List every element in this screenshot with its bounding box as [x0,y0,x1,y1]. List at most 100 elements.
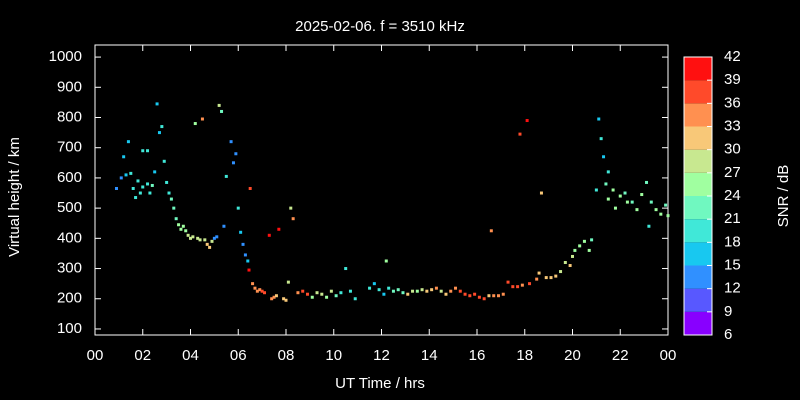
data-point [315,291,319,295]
colorbar-band [684,196,712,220]
y-tick-label: 200 [57,290,82,307]
data-point [150,183,154,187]
data-point [274,294,278,298]
data-point [329,289,333,293]
colorbar-tick-label: 36 [724,94,741,111]
data-point [549,276,553,280]
data-point [255,289,259,293]
data-point [582,239,586,243]
data-point [246,259,250,263]
data-point [270,297,274,301]
data-point [635,208,639,212]
data-point [229,140,233,144]
data-point [604,182,608,186]
data-point [571,254,574,258]
data-point [208,245,212,249]
data-point [659,212,663,216]
data-point [578,244,582,248]
data-point [613,206,617,210]
colorbar-band [684,172,712,196]
data-point [339,291,343,295]
data-point [157,131,161,135]
colorbar-tick-label: 12 [724,280,741,297]
y-tick-label: 900 [57,78,82,95]
data-point [537,271,541,275]
data-point [384,259,388,263]
data-point [391,289,395,293]
data-point [501,292,505,296]
x-tick-label: 10 [325,347,342,364]
data-point [160,125,164,129]
data-point [174,217,178,221]
data-point [167,191,171,195]
colorbar-tick-label: 33 [724,117,741,134]
data-point [114,186,118,190]
data-point [506,280,510,284]
colorbar-tick-label: 18 [724,233,741,250]
data-point [131,186,135,190]
data-point [184,229,188,233]
data-point [247,268,251,272]
data-point [310,295,314,299]
colorbar-band [684,311,712,335]
data-point [222,224,226,228]
data-point [205,242,209,246]
data-point [291,217,295,221]
colorbar-band [684,103,712,127]
data-point [217,103,221,107]
data-point [618,194,622,198]
data-point [568,264,572,268]
data-point [296,291,300,295]
data-point [573,248,577,252]
data-point [198,238,202,242]
data-point [189,236,192,240]
data-point [251,282,255,286]
colorbar-band [684,126,712,150]
data-point [146,149,150,153]
data-point [177,223,181,227]
data-point [348,289,352,293]
data-point [284,298,288,302]
data-point [516,285,520,289]
data-point [539,191,543,195]
data-point [239,230,243,234]
data-point [666,214,670,218]
data-point [449,289,453,293]
colorbar-label: SNR / dB [775,165,792,228]
data-point [454,286,458,290]
x-tick-label: 02 [134,347,151,364]
data-point [236,206,240,210]
data-point [215,235,219,239]
data-point [594,188,598,192]
data-point [520,283,524,287]
data-point [511,285,515,289]
data-point [126,140,130,144]
data-point [611,188,615,192]
data-point [344,267,348,271]
data-point [129,171,133,175]
data-point [496,294,500,298]
colorbar-tick-label: 6 [724,326,732,343]
x-tick-label: 06 [230,347,247,364]
colorbar-band [684,80,712,104]
data-point [602,155,606,159]
data-point [320,292,324,296]
data-point [554,274,558,278]
data-point [248,186,252,190]
data-point [119,176,123,180]
data-point [597,117,601,121]
x-axis-label: UT Time / hrs [335,375,425,392]
y-tick-label: 400 [57,229,82,246]
data-point [382,292,386,296]
data-point [210,239,214,243]
x-tick-label: 00 [660,347,677,364]
data-point [458,289,462,293]
y-tick-label: 300 [57,260,82,277]
data-point [606,197,610,201]
data-point [439,289,443,293]
data-point [231,161,235,165]
data-point [559,270,563,274]
data-point [489,229,493,233]
data-point [528,282,532,286]
